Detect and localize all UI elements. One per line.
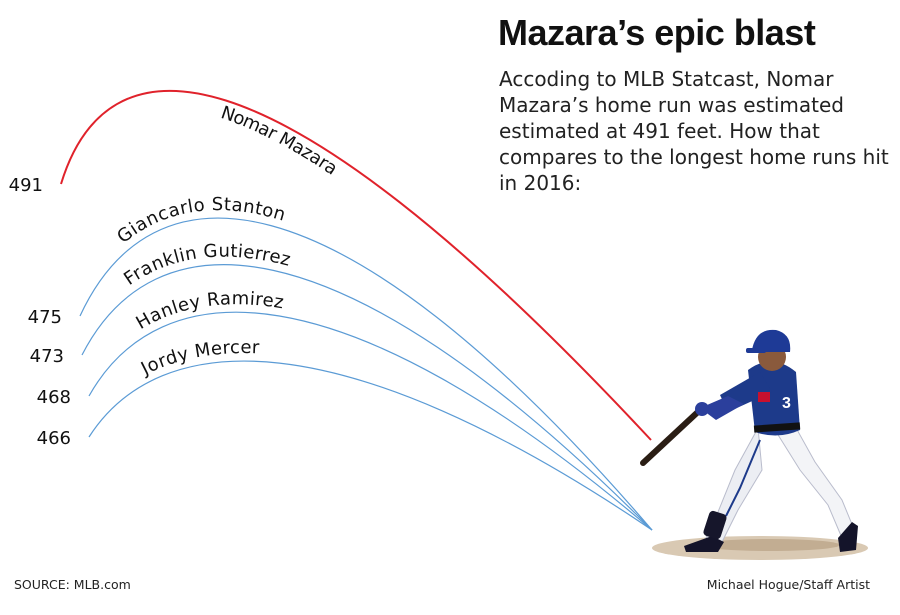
distance-label-giancarlo-stanton: 475 xyxy=(28,307,62,328)
trajectory-arc-giancarlo-stanton xyxy=(79,217,653,531)
batter-back-shoe xyxy=(684,536,724,552)
series-label-hanley-ramirez: Hanley Ramirez xyxy=(132,288,285,334)
trajectory-arc-franklin-gutierrez xyxy=(81,264,653,531)
jersey-logo xyxy=(758,392,770,402)
jersey-number: 3 xyxy=(782,395,791,412)
chart-title: Mazara’s epic blast xyxy=(498,12,816,53)
series-name-giancarlo-stanton: Giancarlo Stanton xyxy=(113,194,288,248)
batting-helmet xyxy=(752,329,791,352)
pant-stripe xyxy=(725,439,761,517)
trajectory-arc-jordy-mercer xyxy=(88,360,653,531)
distance-label-hanley-ramirez: 468 xyxy=(37,387,71,408)
series-label-jordy-mercer: Jordy Mercer xyxy=(137,337,260,380)
series-label-giancarlo-stanton: Giancarlo Stanton xyxy=(113,194,288,248)
batter-belt xyxy=(753,422,801,433)
helmet-brim xyxy=(746,348,766,353)
chart-subtitle: Accoding to MLB Statcast, Nomar Mazara’s… xyxy=(499,67,889,195)
baseball-bat xyxy=(640,407,703,466)
distance-label-jordy-mercer: 466 xyxy=(37,428,71,449)
arcs-layer xyxy=(60,89,653,531)
dirt-shadow xyxy=(700,539,840,551)
leg-guard xyxy=(703,510,727,540)
artist-credit: Michael Hogue/Staff Artist xyxy=(706,577,870,592)
source-note: SOURCE: MLB.com xyxy=(14,577,131,592)
trajectory-arc-nomar-mazara xyxy=(60,89,652,441)
distance-label-nomar-mazara: 491 xyxy=(9,175,43,196)
series-name-nomar-mazara: Nomar Mazara xyxy=(218,102,341,179)
series-label-nomar-mazara: Nomar Mazara xyxy=(218,102,341,179)
batter-illustration: 3 xyxy=(640,329,868,560)
batter-front-leg xyxy=(774,425,857,539)
batter-arms xyxy=(700,396,744,420)
batting-gloves xyxy=(695,402,709,416)
distance-label-franklin-gutierrez: 473 xyxy=(30,346,64,367)
trajectory-arc-hanley-ramirez xyxy=(88,311,653,531)
series-name-jordy-mercer: Jordy Mercer xyxy=(137,337,260,380)
series-name-hanley-ramirez: Hanley Ramirez xyxy=(132,288,285,334)
batter-front-shoe xyxy=(838,522,858,552)
